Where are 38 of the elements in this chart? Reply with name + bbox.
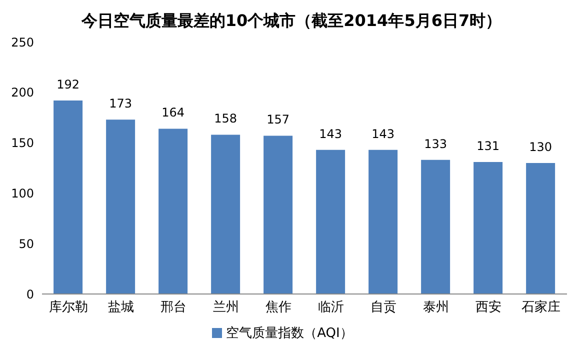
y-tick-label: 200 [11, 86, 34, 100]
x-tick-label: 西安 [475, 299, 502, 316]
bar [421, 160, 450, 294]
data-label: 143 [319, 126, 342, 141]
x-tick-label: 焦作 [265, 300, 292, 316]
bar [264, 136, 293, 294]
data-label: 173 [109, 96, 132, 111]
bar [526, 162, 556, 294]
data-label: 131 [476, 138, 500, 153]
data-label: 164 [162, 106, 185, 120]
data-label: 157 [266, 112, 290, 127]
data-label: 192 [56, 77, 80, 92]
y-tick-label: 250 [11, 35, 34, 50]
data-label: 133 [424, 136, 448, 151]
bar [368, 150, 398, 294]
x-tick-label: 盐城 [108, 300, 134, 316]
y-tick-label: 150 [11, 136, 34, 150]
x-tick-label: 石家庄 [521, 299, 560, 316]
data-label: 143 [372, 126, 395, 141]
bar [54, 100, 83, 294]
x-tick-label: 临沂 [318, 300, 344, 316]
bar [211, 134, 240, 294]
bar [106, 120, 136, 294]
x-tick-label: 兰州 [212, 300, 239, 316]
x-tick-label: 邢台 [160, 300, 186, 316]
x-tick-label: 库尔勒 [48, 300, 88, 316]
y-tick-label: 50 [18, 236, 34, 251]
y-tick-label: 0 [26, 287, 34, 302]
x-tick-label: 泰州 [422, 300, 449, 316]
bar [474, 162, 503, 294]
legend-label: 空气质量指数（AQI） [226, 326, 353, 341]
y-tick-label: 100 [11, 186, 34, 200]
data-label: 158 [214, 112, 238, 126]
x-tick-label: 自贡 [370, 300, 396, 316]
data-label: 130 [529, 140, 552, 154]
bar [316, 150, 346, 294]
chart-title: 今日空气质量最差的10个城市（截至2014年5月6日7时） [80, 10, 503, 32]
bar [158, 128, 188, 294]
